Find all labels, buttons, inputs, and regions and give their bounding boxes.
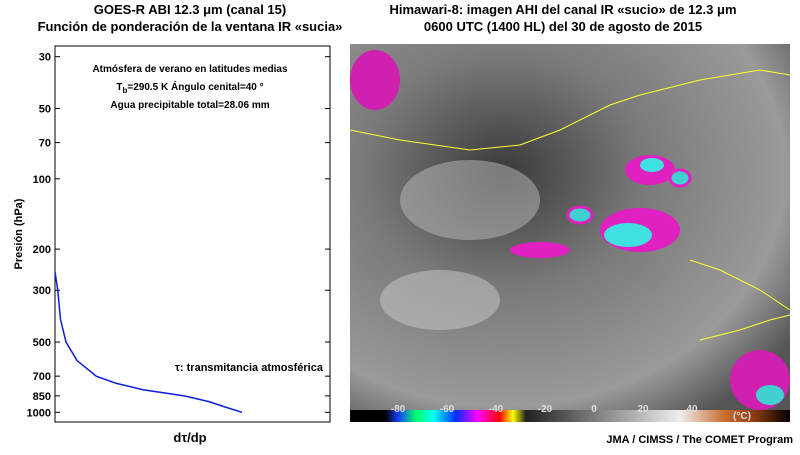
weighting-line (54, 271, 243, 414)
colorbar-label: -80 (391, 404, 406, 415)
cloud (380, 270, 500, 330)
y-tick-label: 850 (33, 391, 51, 403)
colorbar-label: 40 (686, 404, 698, 415)
colorbar-label: -40 (489, 404, 504, 415)
annotation-part: =290.5 K Ángulo cenital=40 ° (127, 80, 263, 93)
y-tick-label: 700 (33, 371, 51, 383)
y-tick-label: 300 (33, 285, 51, 297)
storm (668, 168, 692, 188)
credit: JMA / CIMSS / The COMET Program (606, 434, 793, 446)
annotation-sub: b (122, 86, 127, 95)
satellite-image: Himawari-8: imagen AHI del canal IR «suc… (349, 2, 793, 446)
chart-subtitle: Función de ponderación de la ventana IR … (38, 19, 343, 34)
storm-core (640, 158, 664, 172)
y-axis-label: Presión (hPa) (13, 198, 25, 269)
legend-text: τ: transmitancia atmosférica (175, 362, 324, 374)
image-background (350, 44, 790, 410)
annotation: Atmósfera de verano en latitudes medias (92, 64, 288, 75)
y-tick-label: 50 (39, 103, 51, 115)
colorbar-label: 20 (637, 404, 649, 415)
y-tick-label: 200 (33, 244, 51, 256)
x-axis-label: dτ/dp (173, 430, 206, 445)
colorbar (350, 410, 790, 422)
storm-core (756, 385, 784, 405)
storm (350, 50, 400, 110)
colorbar-unit: (°C) (733, 411, 751, 422)
y-tick-label: 100 (33, 174, 51, 186)
y-tick-label: 1000 (27, 407, 51, 419)
y-tick-label: 30 (39, 52, 51, 64)
y-tick-label: 500 (33, 337, 51, 349)
plot-frame (54, 45, 331, 423)
annotation: Agua precipitable total=28.06 mm (110, 100, 269, 111)
colorbar-label: -60 (440, 404, 455, 415)
annotation-part: T (116, 82, 122, 93)
chart-title: GOES-R ABI 12.3 μm (canal 15) (94, 2, 286, 17)
colorbar-label: -20 (538, 404, 553, 415)
colorbar-label: 0 (591, 404, 597, 415)
storm (566, 205, 594, 225)
image-title: Himawari-8: imagen AHI del canal IR «suc… (389, 2, 736, 17)
cloud (400, 160, 540, 240)
y-tick-label: 70 (39, 138, 51, 150)
coastline (349, 69, 791, 341)
storm (510, 242, 570, 258)
image-subtitle: 0600 UTC (1400 HL) del 30 de agosto de 2… (424, 19, 702, 34)
annotation: Tb=290.5 K Ángulo cenital=40 ° (116, 80, 263, 95)
weighting-chart: GOES-R ABI 12.3 μm (canal 15) Función de… (13, 2, 342, 445)
storm-core (604, 223, 652, 247)
